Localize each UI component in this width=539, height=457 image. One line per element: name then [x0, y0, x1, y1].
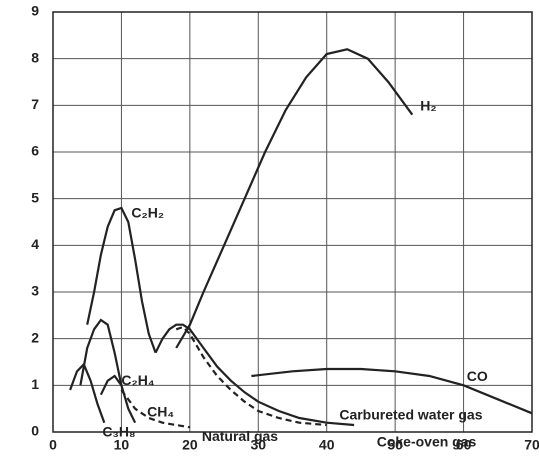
y-tick-label: 3 — [31, 283, 39, 299]
y-tick-label: 1 — [31, 376, 39, 392]
series-label: C₂H₄ — [121, 372, 154, 388]
y-tick-label: 4 — [31, 236, 39, 252]
series-line — [251, 367, 533, 415]
series-label: C₂H₂ — [131, 205, 164, 221]
y-tick-label: 7 — [31, 96, 39, 112]
x-tick-label: 30 — [250, 437, 266, 453]
series-label: Coke-oven gas — [377, 434, 477, 450]
x-tick-label: 10 — [114, 437, 130, 453]
series-line — [175, 48, 414, 349]
series-label: Carbureted water gas — [339, 407, 482, 423]
series-line — [79, 318, 123, 386]
y-tick-label: 6 — [31, 143, 39, 159]
series-label: Natural gas — [202, 428, 278, 444]
series-label: CO — [467, 368, 488, 384]
plot-frame — [52, 11, 533, 433]
x-tick-label: 20 — [182, 437, 198, 453]
y-tick-label: 2 — [31, 329, 39, 345]
series-line — [86, 206, 157, 354]
y-tick-label: 5 — [31, 189, 39, 205]
y-tick-label: 9 — [31, 3, 39, 19]
series-label: H₂ — [420, 97, 436, 113]
y-tick-label: 8 — [31, 49, 39, 65]
series-label: C₃H₈ — [102, 423, 135, 439]
y-tick-label: 0 — [31, 423, 39, 439]
series-label: CH₄ — [147, 403, 174, 419]
x-tick-label: 50 — [387, 437, 403, 453]
x-tick-label: 40 — [319, 437, 335, 453]
x-tick-label: 0 — [49, 437, 57, 453]
series-line — [154, 323, 355, 427]
x-tick-label: 60 — [456, 437, 472, 453]
series-line — [99, 374, 137, 424]
series-line — [69, 362, 106, 424]
series-line — [175, 325, 327, 427]
series-line — [120, 389, 191, 429]
x-tick-label: 70 — [524, 437, 539, 453]
